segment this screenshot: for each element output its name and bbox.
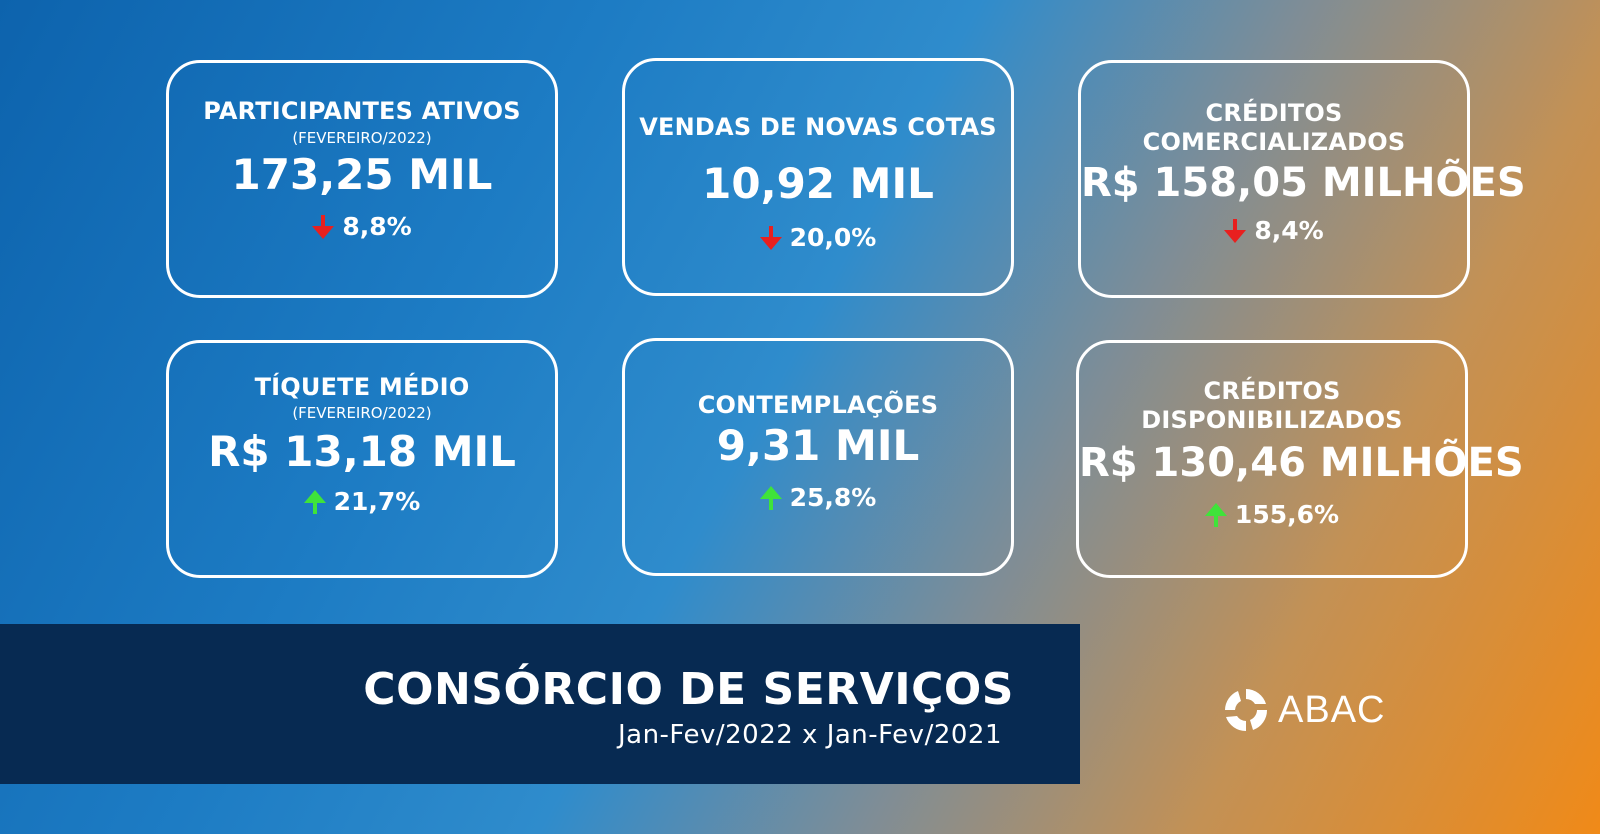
arrow-down-icon (312, 215, 335, 239)
card-change: 20,0% (625, 224, 1011, 252)
card-value: R$ 13,18 MIL (208, 427, 516, 476)
card-subtitle: (FEVEREIRO/2022) (292, 129, 432, 147)
card-title: TÍQUETE MÉDIO (254, 373, 470, 401)
card-value: R$ 158,05 MILHÕES (1081, 160, 1526, 206)
card-value: 173,25 MIL (231, 150, 493, 199)
card-change: 8,4% (1081, 217, 1467, 245)
card-title: VENDAS DE NOVAS COTAS (639, 113, 997, 141)
card-change-value: 8,4% (1254, 216, 1324, 245)
card-creditos-comercializados: CRÉDITOS COMERCIALIZADOS R$ 158,05 MILHÕ… (1078, 60, 1526, 298)
card-change: 8,8% (169, 213, 555, 241)
card-title-line2: DISPONIBILIZADOS (1141, 406, 1403, 434)
card-change: 25,8% (625, 484, 1011, 512)
banner-subtitle: Jan-Fev/2022 x Jan-Fev/2021 (617, 720, 1002, 750)
card-change-value: 155,6% (1234, 500, 1340, 529)
card-creditos-disponibilizados: CRÉDITOS DISPONIBILIZADOS R$ 130,46 MILH… (1076, 340, 1524, 578)
card-value: 10,92 MIL (702, 159, 934, 208)
card-change-value: 21,7% (333, 487, 421, 516)
arrow-down-icon (1224, 219, 1247, 243)
card-contemplacoes: CONTEMPLAÇÕES 9,31 MIL 25,8% (622, 338, 1014, 576)
arrow-up-icon (1204, 503, 1227, 527)
arrow-up-icon (759, 486, 782, 510)
arrow-down-icon (759, 226, 782, 250)
card-title-line2: COMERCIALIZADOS (1142, 128, 1406, 156)
card-change-value: 25,8% (789, 483, 877, 512)
card-change: 21,7% (169, 488, 555, 516)
abac-logo: ABAC (1222, 686, 1385, 734)
arrow-up-icon (303, 490, 326, 514)
logo-text: ABAC (1278, 688, 1386, 731)
card-change-value: 8,8% (342, 212, 412, 241)
card-change-value: 20,0% (789, 223, 877, 252)
banner-title: CONSÓRCIO DE SERVIÇOS (363, 664, 1014, 715)
title-banner: CONSÓRCIO DE SERVIÇOS Jan-Fev/2022 x Jan… (0, 624, 1080, 784)
card-title-line1: CRÉDITOS (1205, 99, 1343, 127)
card-tiquete-medio: TÍQUETE MÉDIO (FEVEREIRO/2022) R$ 13,18 … (166, 340, 558, 578)
card-title: CONTEMPLAÇÕES (697, 391, 939, 419)
card-vendas-novas-cotas: VENDAS DE NOVAS COTAS 10,92 MIL 20,0% (622, 58, 1014, 296)
card-subtitle: (FEVEREIRO/2022) (292, 404, 432, 422)
card-change: 155,6% (1079, 501, 1465, 529)
card-participantes-ativos: PARTICIPANTES ATIVOS (FEVEREIRO/2022) 17… (166, 60, 558, 298)
card-value: R$ 130,46 MILHÕES (1079, 440, 1524, 486)
card-title: PARTICIPANTES ATIVOS (203, 97, 521, 125)
card-title-line1: CRÉDITOS (1203, 377, 1341, 405)
abac-logo-icon (1225, 689, 1268, 732)
card-value: 9,31 MIL (716, 421, 920, 470)
